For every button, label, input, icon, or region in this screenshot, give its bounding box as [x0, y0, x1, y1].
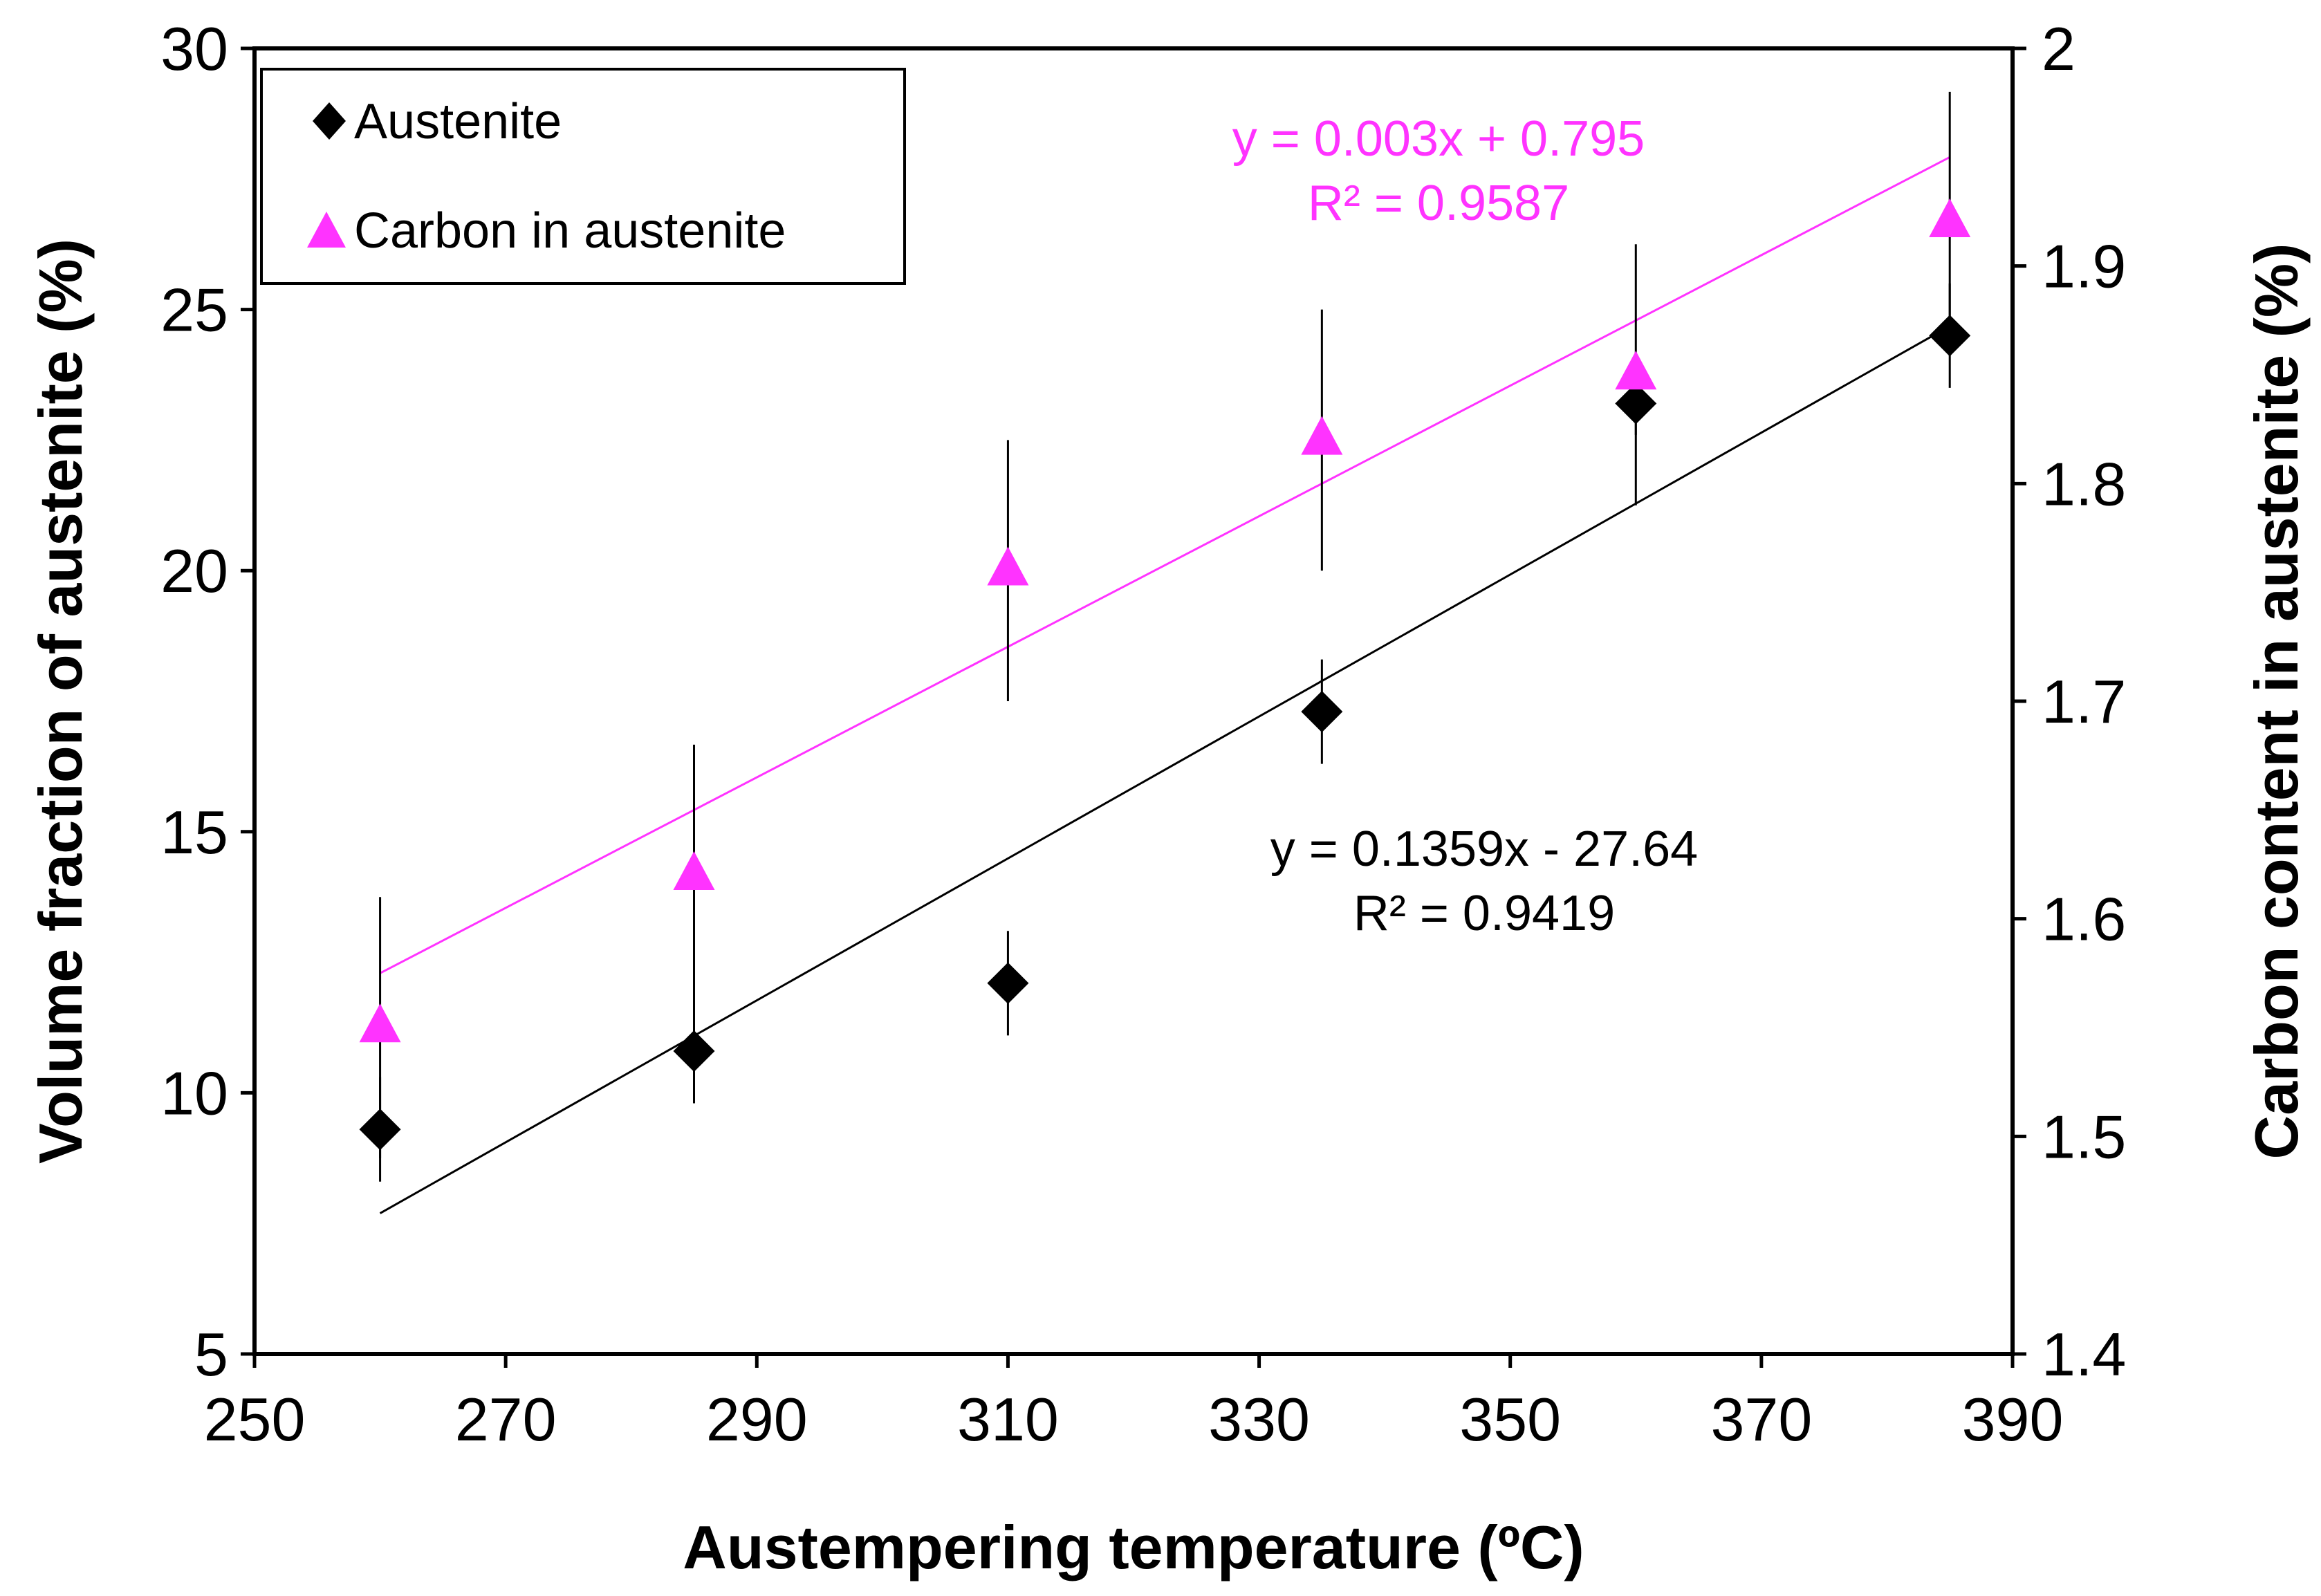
- data-point-carbon: [1301, 416, 1343, 455]
- x-tick-label: 350: [1459, 1385, 1561, 1454]
- y-tick-label: 15: [160, 798, 228, 866]
- x-tick-label: 310: [957, 1385, 1059, 1454]
- x-tick-label: 250: [204, 1385, 306, 1454]
- data-point-austenite: [987, 962, 1029, 1004]
- tick-labels: 250 270 290 310 330 350 370 390 5 10 15 20 25 30 1.4 1.…: [160, 15, 2126, 1454]
- x-tick-label: 290: [706, 1385, 808, 1454]
- y-tick-label: 5: [194, 1320, 228, 1389]
- markers: [359, 198, 1971, 1151]
- y2-tick-label: 1.6: [2042, 885, 2126, 954]
- data-point-carbon: [987, 546, 1029, 586]
- data-point-austenite: [1929, 315, 1971, 357]
- data-point-austenite: [1615, 382, 1657, 425]
- x-axis-title: Austempering temperature (ºC): [683, 1513, 1584, 1581]
- y2-tick-label: 1.9: [2042, 232, 2126, 301]
- legend-marker-carbon: [307, 212, 346, 248]
- legend-label-carbon: Carbon in austenite: [354, 203, 786, 259]
- y-tick-label: 30: [160, 15, 228, 83]
- x-tick-label: 390: [1962, 1385, 2064, 1454]
- data-point-austenite: [1301, 691, 1343, 733]
- legend-marker-austenite: [313, 102, 346, 140]
- y-axis-title: Volume fraction of austenite (%): [26, 239, 95, 1164]
- y2-axis-title: Carbon content in austenite (%): [2242, 243, 2311, 1160]
- y-tick-label: 20: [160, 537, 228, 605]
- y-tick-label: 25: [160, 276, 228, 344]
- y2-tick-label: 1.4: [2042, 1320, 2126, 1389]
- austenite-equation: y = 0.1359x - 27.64: [1270, 822, 1698, 877]
- trendline-austenite: [379, 325, 1950, 1214]
- data-point-carbon: [359, 1003, 401, 1043]
- carbon-r-squared: R² = 0.9587: [1308, 176, 1569, 231]
- data-point-carbon: [673, 851, 715, 891]
- y2-tick-label: 1.7: [2042, 667, 2126, 736]
- y-tick-label: 10: [160, 1059, 228, 1127]
- legend: Austenite Carbon in austenite: [260, 68, 906, 285]
- carbon-equation: y = 0.003x + 0.795: [1232, 111, 1645, 167]
- austenite-r-squared: R² = 0.9419: [1353, 886, 1615, 941]
- axis-ticks: [241, 46, 2026, 1368]
- legend-label-austenite: Austenite: [354, 94, 562, 149]
- x-tick-label: 270: [455, 1385, 557, 1454]
- data-point-austenite: [673, 1030, 715, 1072]
- data-point-carbon: [1929, 198, 1971, 238]
- x-tick-label: 330: [1208, 1385, 1310, 1454]
- data-point-austenite: [359, 1108, 401, 1151]
- data-point-carbon: [1615, 351, 1657, 390]
- y2-tick-label: 1.5: [2042, 1102, 2126, 1171]
- trendlines: [379, 156, 1950, 1214]
- trendline-carbon: [379, 156, 1950, 974]
- y2-tick-label: 1.8: [2042, 449, 2126, 518]
- legend-box: [260, 68, 906, 285]
- y2-tick-label: 2: [2042, 15, 2075, 83]
- x-tick-label: 370: [1710, 1385, 1812, 1454]
